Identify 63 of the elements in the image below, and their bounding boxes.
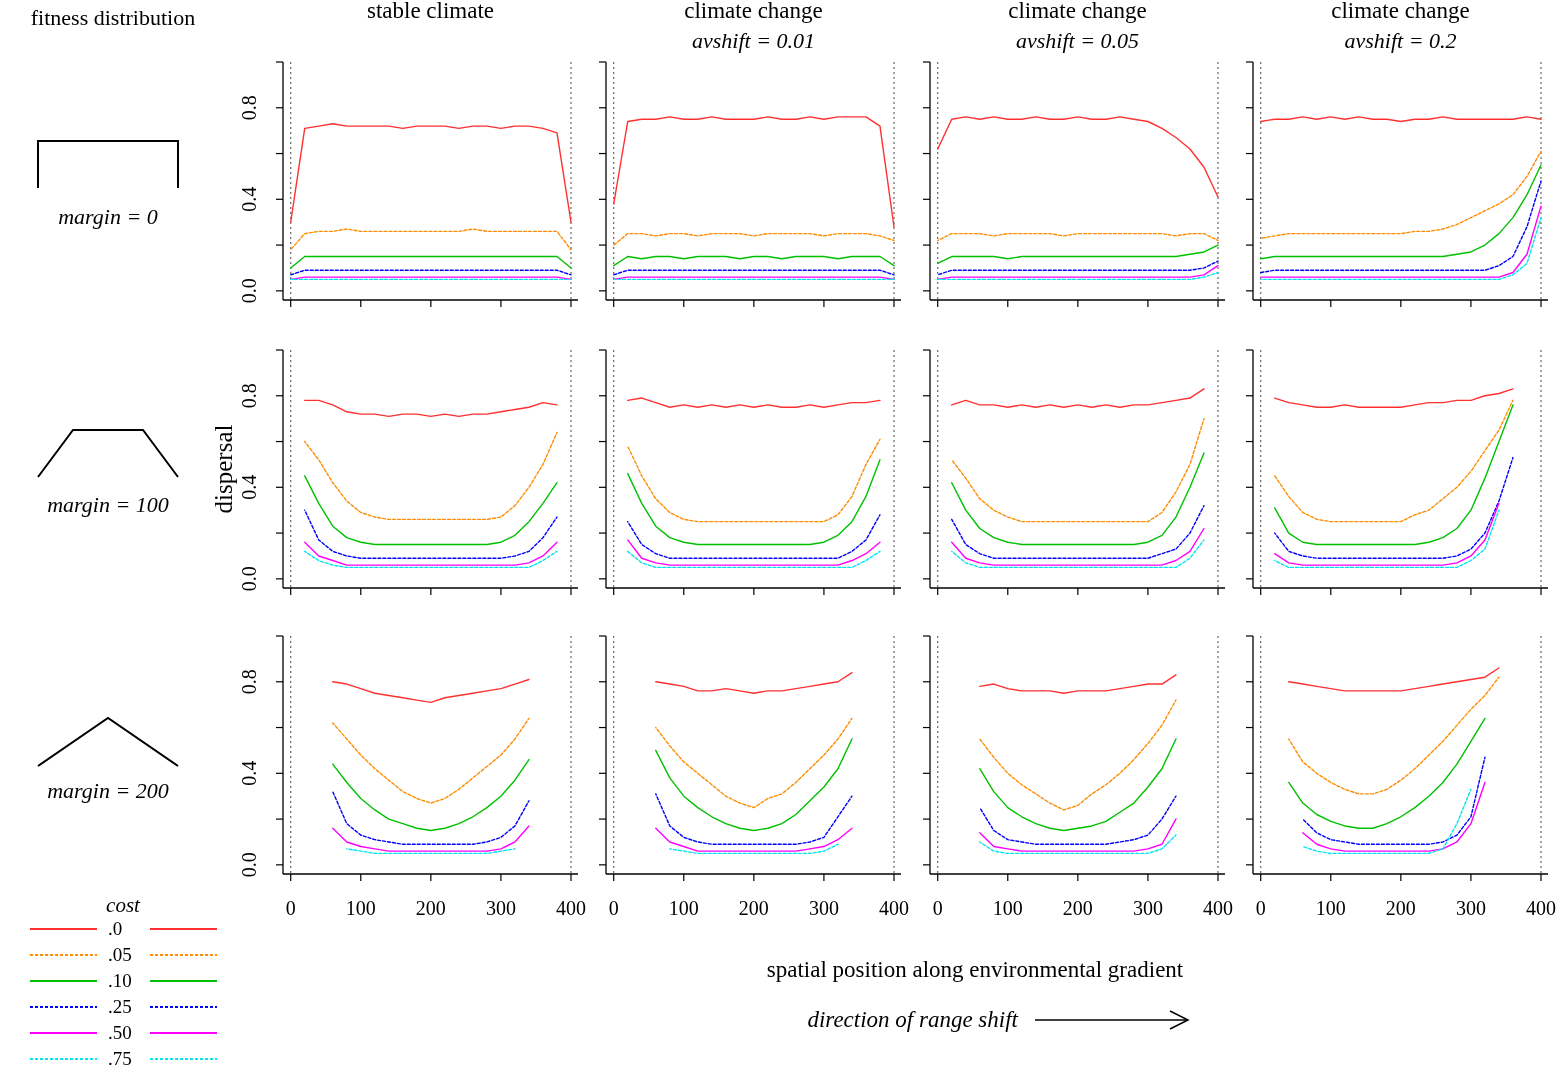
line-series bbox=[304, 431, 558, 521]
legend-label: .10 bbox=[108, 970, 132, 991]
y-tick-label: 0.8 bbox=[238, 669, 260, 695]
text: fitness distribution bbox=[30, 5, 196, 30]
text: margin = 0 bbox=[58, 204, 158, 229]
x-tick-label: 0 bbox=[285, 897, 296, 919]
x-tick-label: 0 bbox=[1255, 897, 1266, 919]
chart-subtitle: avshift = 0.2 bbox=[1344, 28, 1457, 53]
x-tick-label: 400 bbox=[1525, 897, 1556, 919]
line-series bbox=[304, 399, 558, 418]
legend-label: .50 bbox=[108, 1022, 132, 1043]
x-tick-label: 0 bbox=[608, 897, 619, 919]
line-series bbox=[290, 228, 572, 251]
y-tick-label: 0.4 bbox=[238, 186, 260, 212]
chart-title: climate change bbox=[1331, 0, 1470, 23]
line-series bbox=[304, 541, 558, 566]
legend-label: .75 bbox=[108, 1048, 132, 1069]
line-series bbox=[332, 717, 530, 804]
line-series bbox=[304, 550, 558, 569]
chart-title: stable climate bbox=[366, 0, 495, 23]
x-tick-label: 100 bbox=[668, 897, 699, 919]
x-tick-label: 400 bbox=[1202, 897, 1233, 919]
legend-label: .0 bbox=[108, 918, 123, 939]
y-tick-label: 0.8 bbox=[238, 95, 260, 121]
chart-subtitle: avshift = 0.05 bbox=[1015, 28, 1140, 53]
line-series bbox=[332, 825, 530, 852]
x-tick-label: 0 bbox=[932, 897, 943, 919]
line-series bbox=[332, 678, 530, 704]
line-series bbox=[290, 123, 572, 223]
chart-title: climate change bbox=[1008, 0, 1147, 23]
legend-label: .05 bbox=[108, 944, 132, 965]
line-series bbox=[304, 475, 558, 546]
line-series bbox=[332, 790, 530, 845]
x-tick-label: 100 bbox=[345, 897, 376, 919]
x-axis-title: spatial position along environmental gradient bbox=[766, 957, 1184, 982]
x-tick-label: 400 bbox=[878, 897, 909, 919]
chart-subtitle: avshift = 0.01 bbox=[691, 28, 816, 53]
y-tick-label: 0.4 bbox=[238, 474, 260, 500]
line-series bbox=[332, 758, 530, 832]
x-tick-label: 200 bbox=[1385, 897, 1416, 919]
y-tick-label: 0.0 bbox=[238, 278, 260, 304]
x-tick-label: 100 bbox=[1315, 897, 1346, 919]
y-tick-label: 0.0 bbox=[238, 852, 260, 878]
legend-label: .25 bbox=[108, 996, 132, 1017]
x-tick-label: 200 bbox=[415, 897, 446, 919]
y-tick-label: 0.0 bbox=[238, 566, 260, 592]
x-tick-label: 300 bbox=[1132, 897, 1163, 919]
x-tick-label: 300 bbox=[808, 897, 839, 919]
chart-title: climate change bbox=[684, 0, 823, 23]
x-tick-label: 300 bbox=[1455, 897, 1486, 919]
x-tick-label: 200 bbox=[1062, 897, 1093, 919]
x-tick-label: 200 bbox=[738, 897, 769, 919]
line-series bbox=[304, 509, 558, 559]
x-tick-label: 400 bbox=[555, 897, 586, 919]
x-tick-label: 100 bbox=[992, 897, 1023, 919]
text: direction of range shift bbox=[807, 1007, 1019, 1032]
y-axis-title: dispersal bbox=[210, 424, 237, 514]
y-tick-label: 0.4 bbox=[238, 760, 260, 786]
text: margin = 100 bbox=[47, 492, 169, 517]
y-tick-label: 0.8 bbox=[238, 383, 260, 409]
x-tick-label: 300 bbox=[485, 897, 516, 919]
text: margin = 200 bbox=[47, 778, 169, 803]
legend-title: cost bbox=[106, 893, 142, 917]
